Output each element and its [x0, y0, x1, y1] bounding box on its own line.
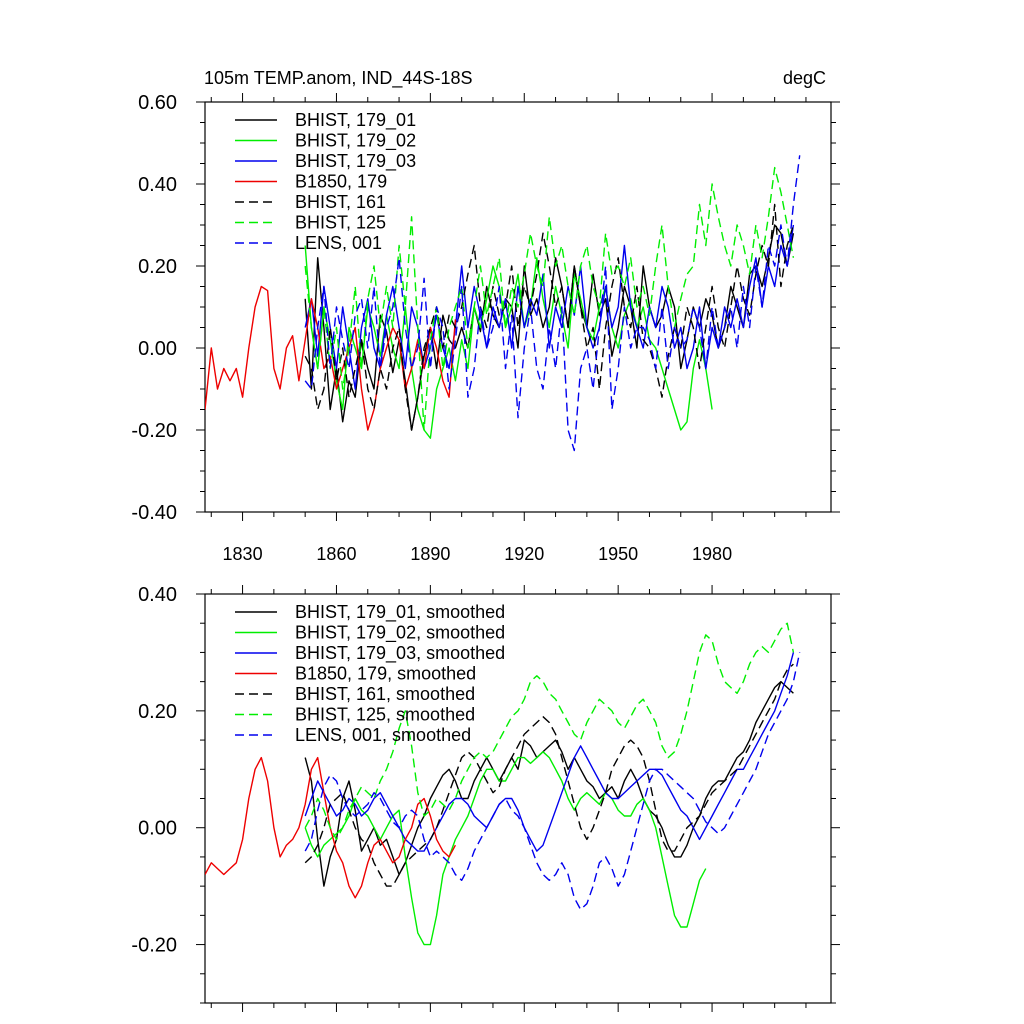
- series-line-bhist-179-02-smoothed: [304, 751, 707, 946]
- y-tick-label: 0.60: [138, 92, 177, 114]
- x-tick-label: 1830: [223, 544, 263, 564]
- series-line-bhist-179-03-smoothed: [304, 652, 795, 852]
- units-label: degC: [783, 68, 826, 88]
- x-tick-label: 1860: [316, 544, 356, 564]
- y-tick-label: 0.00: [138, 818, 177, 840]
- series-line-lens-001-smoothed: [304, 652, 801, 911]
- legend-label: LENS, 001, smoothed: [295, 725, 471, 745]
- legend-label: BHIST, 179_02, smoothed: [295, 623, 505, 644]
- bottom-panel: -0.20 0.00 0.20 0.40 BHIST, 179_01, smoothed…: [131, 584, 840, 1012]
- top-panel: 1830 1860 1890 1920 1950 1980 -0.40 -0.20 0.00 0.…: [131, 92, 840, 564]
- series-line-bhist-161: [304, 203, 795, 431]
- legend-label: BHIST, 161, smoothed: [295, 684, 475, 704]
- x-tick-label: 1980: [692, 544, 732, 564]
- series-line-bhist-179-01-smoothed: [304, 680, 794, 887]
- legend-label: B1850, 179, smoothed: [295, 664, 476, 684]
- y-tick-label: -0.40: [131, 502, 177, 524]
- series-line-bhist-179-03: [304, 224, 795, 390]
- x-tick-label: 1890: [410, 544, 450, 564]
- legend-label: LENS, 001: [295, 233, 382, 253]
- y-tick-label: 0.20: [138, 256, 177, 278]
- legend-label: BHIST, 179_03: [295, 151, 416, 172]
- y-tick-label: 0.40: [138, 584, 177, 606]
- series-line-bhist-161-smoothed: [304, 663, 794, 887]
- legend-label: BHIST, 179_01, smoothed: [295, 602, 505, 623]
- x-tick-label: 1950: [598, 544, 638, 564]
- y-tick-label: 0.20: [138, 701, 177, 723]
- series-line-lens-001: [304, 155, 801, 452]
- y-tick-label: 0.00: [138, 338, 177, 360]
- legend-label: BHIST, 179_02: [295, 131, 416, 152]
- x-tick-label: 1920: [504, 544, 544, 564]
- series-line-bhist-179-02: [304, 245, 713, 439]
- legend-label: BHIST, 125, smoothed: [295, 705, 475, 725]
- y-tick-label: 0.40: [138, 174, 177, 196]
- series-line-b1850-179: [205, 285, 457, 431]
- legend-label: BHIST, 179_01: [295, 110, 416, 131]
- y-tick-label: -0.20: [131, 935, 177, 957]
- legend-label: BHIST, 161: [295, 192, 386, 212]
- series-line-bhist-125-smoothed: [304, 622, 795, 841]
- legend-label: BHIST, 125: [295, 213, 386, 233]
- y-tick-label: -0.20: [131, 420, 177, 442]
- series-line-bhist-125: [304, 166, 795, 431]
- legend-label: BHIST, 179_03, smoothed: [295, 643, 505, 664]
- legend-label: B1850, 179: [295, 172, 387, 192]
- chart-title: 105m TEMP.anom, IND_44S-18S: [204, 68, 472, 89]
